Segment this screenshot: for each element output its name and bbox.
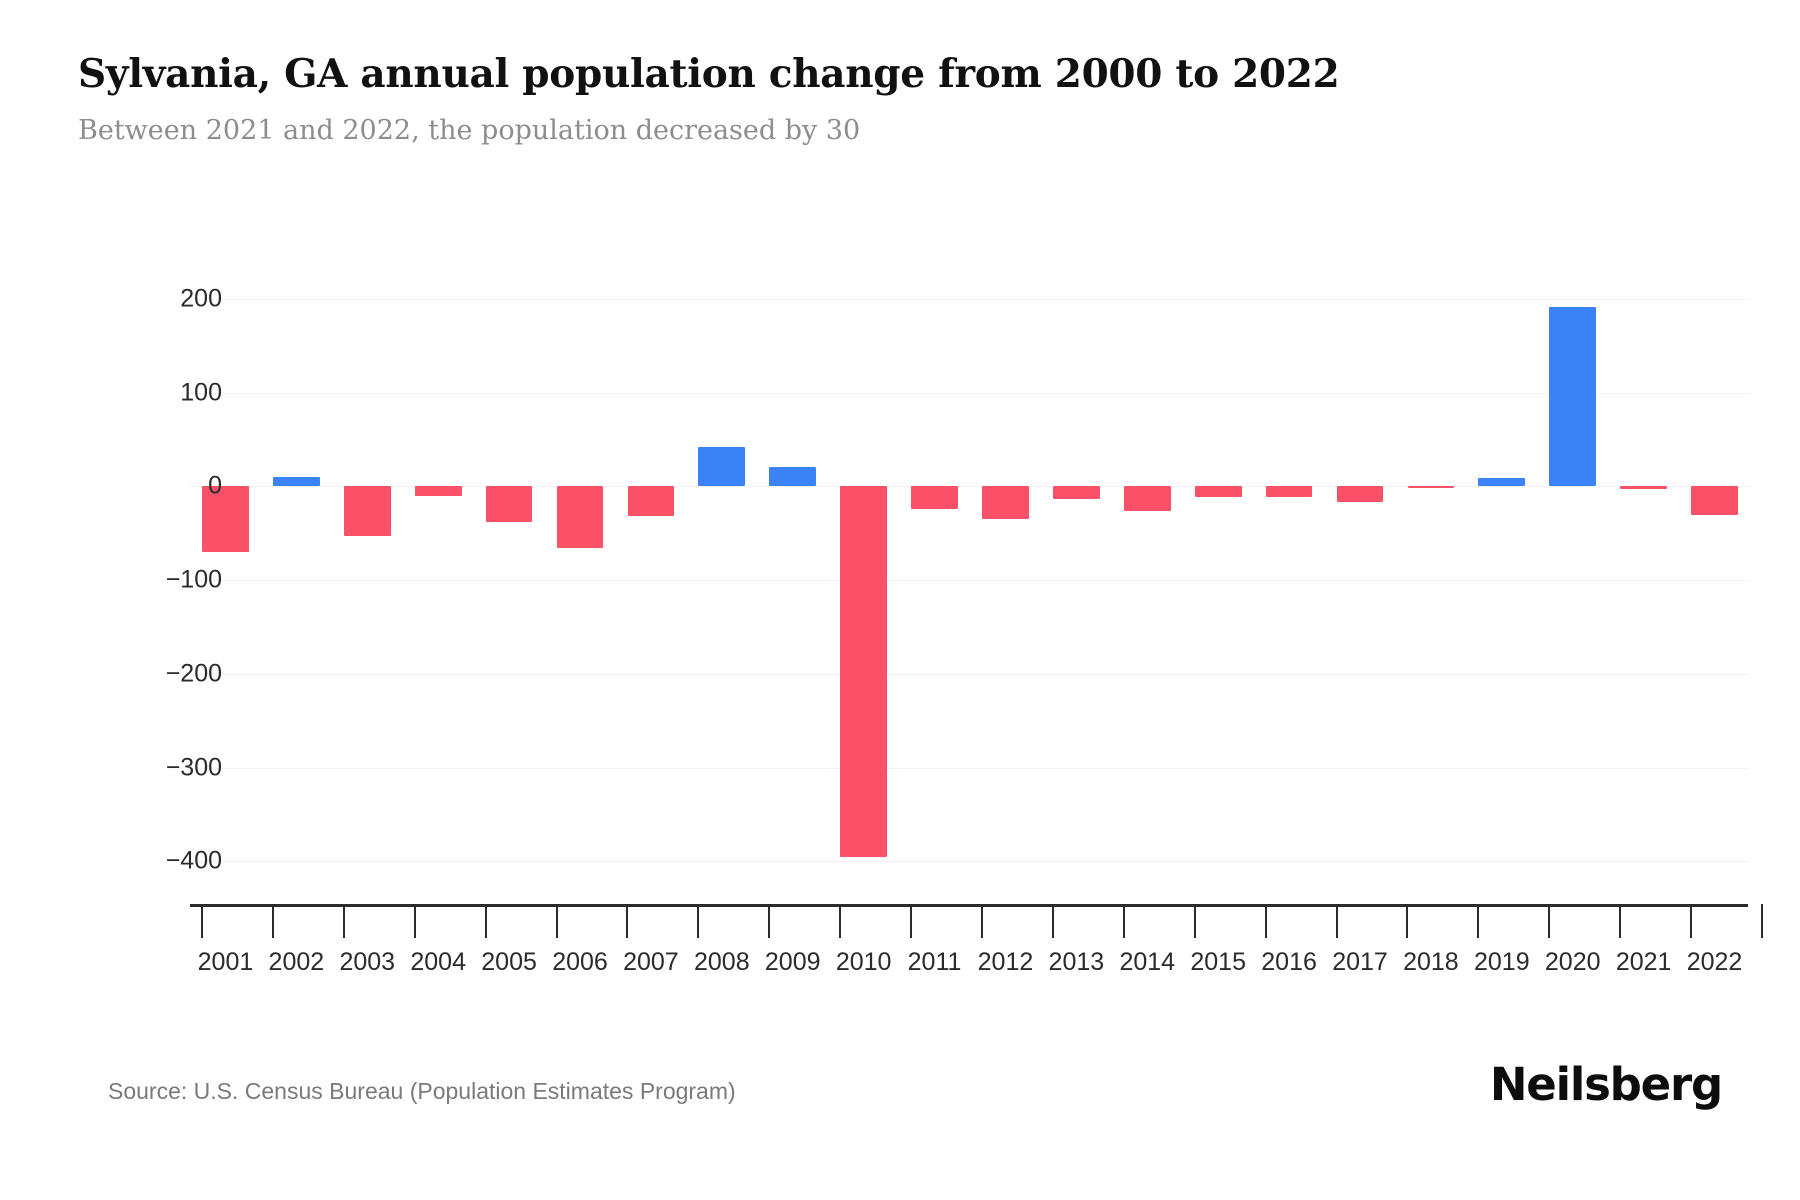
x-axis-tick: [1264, 904, 1267, 938]
x-axis-tick: [697, 904, 700, 938]
bar-2018[interactable]: [1407, 486, 1455, 489]
bar-2021[interactable]: [1620, 486, 1668, 490]
y-axis-tick-label: −300: [165, 753, 222, 782]
x-axis-tick-label-2002: 2002: [268, 948, 325, 976]
x-axis-tick: [1335, 904, 1338, 938]
gridline-200: [190, 299, 1750, 301]
x-axis-tick-label-2003: 2003: [339, 948, 396, 976]
bar-2002[interactable]: [272, 477, 320, 487]
gridline--200: [190, 673, 1750, 675]
x-axis-tick-label-2007: 2007: [623, 948, 679, 976]
y-axis-tick-label: 0: [208, 471, 222, 500]
y-axis-tick-label: −400: [165, 846, 222, 875]
x-axis-tick-label-2014: 2014: [1119, 948, 1176, 976]
x-axis-tick-label-2004: 2004: [410, 948, 466, 976]
x-axis-tick-label-2013: 2013: [1048, 948, 1105, 976]
bar-2004[interactable]: [414, 486, 462, 496]
x-axis-tick: [910, 904, 913, 938]
x-axis-tick-label-2017: 2017: [1332, 948, 1388, 976]
x-axis-tick-label-2011: 2011: [907, 948, 962, 976]
x-axis-tick-label-2015: 2015: [1190, 948, 1246, 976]
x-axis-tick-label-2001: 2001: [197, 948, 254, 976]
gridline-0: [190, 486, 1750, 488]
y-axis-tick-label: −200: [165, 659, 222, 688]
x-axis-tick-label-2012: 2012: [977, 948, 1034, 976]
x-axis-tick: [555, 904, 558, 938]
x-axis-tick: [1477, 904, 1480, 938]
bar-2017[interactable]: [1336, 486, 1384, 503]
bar-2008[interactable]: [698, 447, 746, 487]
bar-2013[interactable]: [1052, 486, 1100, 499]
bar-2016[interactable]: [1265, 486, 1313, 497]
x-axis-tick: [981, 904, 983, 938]
x-axis-tick-label-2019: 2019: [1474, 948, 1530, 976]
x-axis-tick: [1761, 904, 1763, 938]
x-axis-tick: [1193, 904, 1196, 938]
bar-2019[interactable]: [1478, 478, 1526, 487]
bar-2022[interactable]: [1691, 486, 1738, 515]
y-axis-tick-label: 100: [180, 378, 222, 407]
chart-subtitle: Between 2021 and 2022, the population de…: [78, 114, 861, 146]
x-axis-tick: [1690, 904, 1693, 938]
x-axis-tick: [413, 904, 416, 938]
bar-2010[interactable]: [840, 486, 888, 857]
x-axis-tick-label-2008: 2008: [694, 948, 750, 976]
x-axis-tick: [484, 904, 487, 938]
bar-2005[interactable]: [485, 486, 533, 523]
bar-2003[interactable]: [343, 486, 391, 537]
x-axis-tick: [201, 904, 203, 938]
x-axis-tick: [271, 904, 274, 938]
x-axis-tick: [1122, 904, 1125, 938]
x-axis-tick-label-2005: 2005: [481, 948, 537, 976]
gridline--100: [190, 580, 1750, 582]
x-axis-line: [190, 904, 1748, 907]
bar-2020[interactable]: [1549, 306, 1597, 487]
bar-2014[interactable]: [1123, 486, 1171, 511]
bar-2006[interactable]: [556, 486, 604, 549]
gridline-100: [190, 392, 1750, 394]
x-axis-tick-label-2006: 2006: [552, 948, 608, 976]
x-axis-tick: [1619, 904, 1622, 938]
bar-2001[interactable]: [202, 486, 249, 553]
bar-2011[interactable]: [911, 486, 958, 509]
brand-logo: Neilsberg: [1489, 1058, 1723, 1111]
x-axis-tick-label-2009: 2009: [764, 948, 821, 976]
page-title: Sylvania, GA annual population change fr…: [78, 51, 1340, 97]
y-axis-tick-label: −100: [165, 565, 222, 594]
x-axis-tick-label-2016: 2016: [1261, 948, 1317, 976]
bars-group: [190, 285, 1750, 880]
x-axis-tick: [839, 904, 842, 938]
x-axis-tick: [1406, 904, 1409, 938]
x-axis-tick-label-2020: 2020: [1544, 948, 1601, 976]
x-axis-tick: [1051, 904, 1054, 938]
x-axis-tick-label-2022: 2022: [1686, 948, 1743, 976]
x-axis-tick: [342, 904, 345, 938]
x-axis-tick-label-2021: 2021: [1615, 948, 1672, 976]
bar-2009[interactable]: [769, 466, 817, 487]
gridline--400: [190, 861, 1750, 863]
x-axis-tick: [768, 904, 771, 938]
gridline--300: [190, 767, 1750, 769]
bar-2012[interactable]: [982, 486, 1029, 520]
chart-header: Sylvania, GA annual population change fr…: [78, 52, 1678, 147]
x-axis-tick-label-2010: 2010: [835, 948, 892, 976]
source-note: Source: U.S. Census Bureau (Population E…: [108, 1078, 736, 1104]
x-axis-tick: [1548, 904, 1551, 938]
bar-2007[interactable]: [627, 486, 675, 517]
x-axis-tick-label-2018: 2018: [1403, 948, 1459, 976]
y-axis-tick-label: 200: [180, 284, 222, 313]
x-axis-tick: [626, 904, 629, 938]
plot-area: [190, 285, 1750, 880]
bar-2015[interactable]: [1194, 486, 1242, 497]
